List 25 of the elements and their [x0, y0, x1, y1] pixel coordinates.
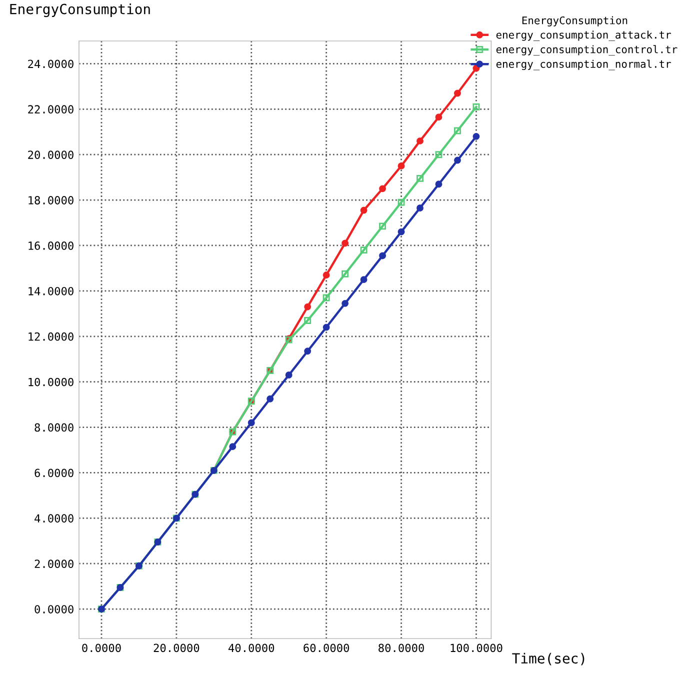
legend-title: EnergyConsumption — [522, 16, 628, 26]
legend-label: energy_consumption_normal.tr — [496, 60, 671, 70]
y-tick-label: 22.0000 — [28, 105, 74, 114]
y-tick-label: 4.0000 — [34, 514, 74, 523]
x-tick-label: 80.0000 — [378, 644, 424, 652]
y-tick-label: 18.0000 — [28, 196, 74, 204]
y-tick-label: 10.0000 — [28, 378, 74, 386]
x-tick-label: 40.0000 — [228, 644, 274, 652]
x-tick-label: 60.0000 — [304, 644, 350, 652]
y-tick-label: 0.0000 — [34, 605, 74, 614]
y-tick-label: 6.0000 — [34, 468, 74, 478]
y-tick-label: 24.0000 — [28, 60, 74, 68]
y-tick-label: 20.0000 — [28, 150, 74, 160]
y-tick-label: 14.0000 — [28, 286, 74, 296]
x-axis-title: Time(sec) — [512, 652, 584, 666]
legend-label: energy_consumption_control.tr — [496, 45, 678, 56]
y-axis-title: EnergyConsumption — [10, 4, 150, 18]
x-tick-label: 100.0000 — [450, 644, 502, 652]
y-tick-label: 8.0000 — [34, 423, 74, 432]
y-tick-label: 16.0000 — [28, 241, 74, 250]
y-tick-label: 2.0000 — [34, 560, 74, 568]
y-tick-label: 12.0000 — [28, 332, 74, 341]
x-tick-label: 0.0000 — [82, 644, 121, 652]
x-tick-label: 20.0000 — [154, 644, 200, 652]
legend-label: energy_consumption_attack.tr — [496, 30, 671, 42]
